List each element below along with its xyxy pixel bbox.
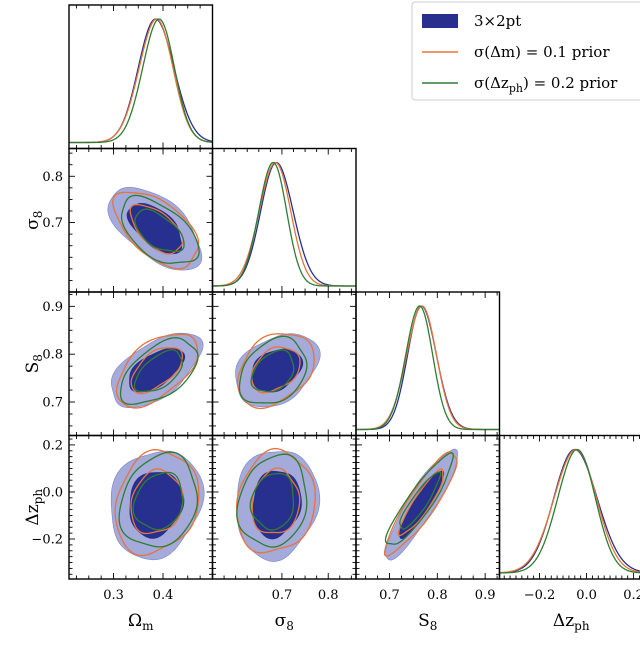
x-tick-label-S8: 0.7	[379, 588, 400, 603]
marginal-curve-s8-series-2	[212, 161, 356, 287]
y-axis-label-dz: Δzph	[23, 489, 45, 526]
marginal-curve-om-series-1	[69, 18, 213, 144]
x-axis-label-om: Ωm	[128, 611, 154, 633]
contour-68-s8-S8-series-2	[250, 349, 295, 393]
y-axis-label-s8: σ8	[23, 211, 45, 230]
contour-95-S8-dz-series-2	[384, 452, 454, 545]
contour-95-om-s8-series-1	[112, 191, 200, 270]
marginal-curve-om-series-2	[69, 18, 213, 144]
contour-95-om-S8-series-1	[115, 333, 199, 409]
legend-label-series-2: σ(Δzph) = 0.2 prior	[474, 74, 618, 95]
x-tick-label-om: 0.4	[153, 588, 174, 603]
panel-S8-om	[110, 332, 204, 409]
contour-95-om-S8-series-2	[119, 337, 199, 406]
contour-68-s8-S8-series-0	[252, 348, 304, 393]
x-tick-label-s8: 0.7	[272, 588, 293, 603]
legend-label-series-1: σ(Δm) = 0.1 prior	[474, 43, 610, 61]
contour-68-om-S8-series-1	[130, 347, 183, 395]
marginal-curve-dz-series-0	[499, 448, 640, 574]
panel-dz-dz	[499, 448, 640, 574]
marginal-curve-dz-series-2	[499, 448, 640, 574]
legend: 3×2pt σ(Δm) = 0.1 prior σ(Δzph) = 0.2 prio…	[411, 1, 640, 101]
panel-om-om	[69, 18, 213, 144]
y-tick-label-s8: 0.8	[42, 170, 63, 185]
panel-dz-S8	[383, 448, 458, 561]
contour-95-om-dz-series-1	[114, 449, 200, 557]
x-tick-label-dz: 0.0	[576, 588, 597, 603]
x-axis-label-dz: Δzph	[553, 611, 590, 633]
panel-frame-3-3	[498, 434, 640, 580]
marginal-curve-dz-series-1	[499, 448, 640, 574]
panel-S8-s8	[235, 333, 321, 410]
contour-95-s8-dz-series-2	[236, 453, 308, 548]
y-tick-label-s8: 0.7	[42, 216, 63, 231]
x-axis-label-s8: σ8	[275, 611, 294, 633]
marginal-curve-S8-series-2	[356, 305, 500, 431]
contour-95-s8-S8-series-2	[238, 335, 308, 404]
panel-s8-s8	[212, 161, 356, 287]
contour-68-om-dz-series-2	[132, 471, 184, 531]
panel-s8-om	[107, 186, 203, 271]
panel-S8-S8	[356, 305, 500, 431]
contour-68-s8-dz-series-1	[251, 467, 301, 534]
x-tick-label-s8: 0.8	[318, 588, 339, 603]
contour-95-om-dz-series-2	[118, 451, 199, 548]
panel-dz-om	[110, 449, 205, 561]
contour-95-om-s8-series-2	[120, 194, 200, 264]
x-axis-label-S8: S8	[418, 611, 437, 633]
x-tick-label-om: 0.3	[103, 588, 124, 603]
marginal-curve-s8-series-1	[212, 161, 356, 287]
contour-68-s8-dz-series-0	[252, 470, 302, 540]
y-axis-label-S8: S8	[23, 354, 45, 373]
x-tick-label-S8: 0.9	[475, 588, 496, 603]
x-tick-label-dz: −0.2	[524, 588, 556, 603]
contour-95-s8-dz-series-1	[236, 447, 316, 554]
marginal-curve-om-series-0	[69, 18, 213, 144]
y-tick-label-dz: −0.2	[31, 533, 63, 548]
legend-box	[411, 1, 640, 101]
y-tick-label-dz: 0.0	[42, 485, 63, 500]
legend-swatch-series-0	[422, 14, 458, 28]
contour-68-S8-dz-series-2	[399, 471, 442, 530]
panel-dz-s8	[236, 447, 321, 562]
y-tick-label-S8: 0.9	[42, 300, 63, 315]
y-tick-label-dz: 0.2	[42, 438, 63, 453]
panel-frame-1-1	[211, 147, 357, 293]
legend-label-series-0: 3×2pt	[474, 12, 521, 30]
x-tick-label-S8: 0.8	[427, 588, 448, 603]
contour-68-s8-dz-series-2	[249, 472, 295, 531]
y-tick-label-S8: 0.7	[42, 396, 63, 411]
y-tick-label-S8: 0.8	[42, 348, 63, 363]
x-tick-label-dz: 0.2	[623, 588, 640, 603]
contour-95-S8-dz-series-1	[383, 451, 458, 557]
contour-68-S8-dz-series-1	[397, 468, 444, 537]
contour-68-om-S8-series-2	[133, 349, 184, 393]
contour-68-om-s8-series-2	[134, 208, 185, 253]
